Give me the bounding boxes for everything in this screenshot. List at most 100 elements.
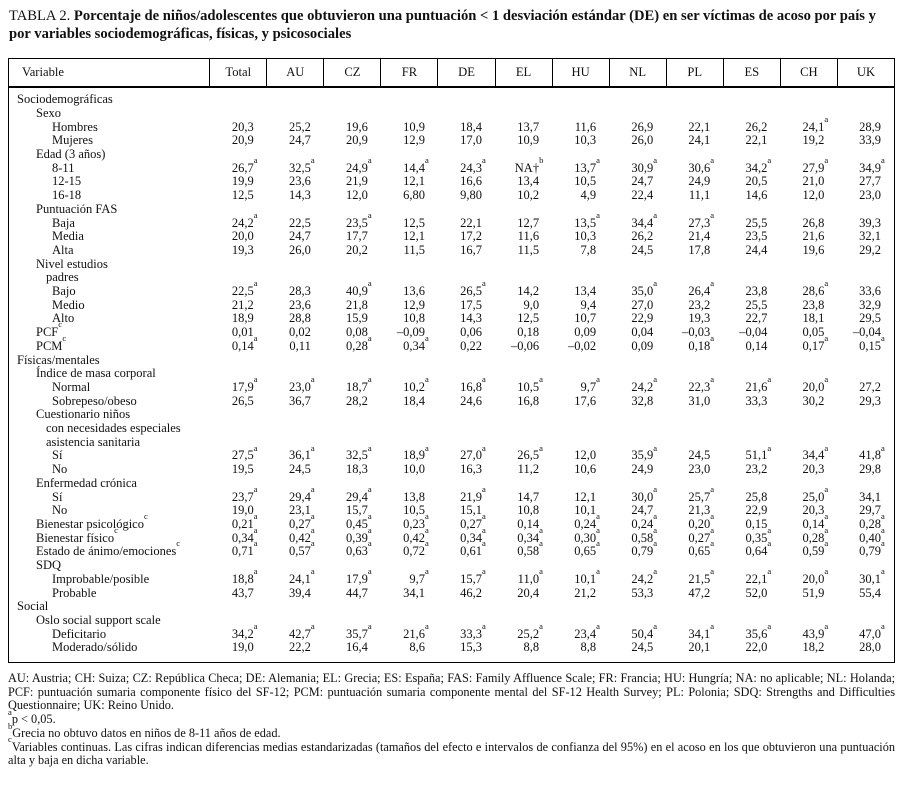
- row-label: con necesidades especiales: [46, 421, 181, 436]
- data-cell: 21,9: [346, 174, 368, 189]
- data-cell: 0,06: [460, 325, 483, 340]
- data-cell: 34,1a: [688, 620, 715, 641]
- data-cell: 18,7a: [346, 374, 372, 394]
- data-cell: 26,0: [288, 242, 311, 257]
- data-cell: 20,9: [231, 133, 254, 148]
- data-cell: [666, 600, 723, 614]
- data-cell: 26,0: [631, 133, 654, 148]
- data-cell: 22,3a: [688, 374, 715, 394]
- data-cell: [780, 107, 837, 121]
- table-row: Medio 21,2 23,6 21,8 12,9 17,5 9,0 9,4 27,0 23,2 2…: [9, 298, 895, 313]
- data-cell: [495, 258, 552, 272]
- data-cell: 34,4a: [631, 209, 658, 230]
- data-cell: [780, 271, 837, 285]
- data-cell: 16,6: [460, 174, 483, 189]
- data-cell: [780, 354, 837, 368]
- data-cell: 11,6: [517, 229, 540, 244]
- row-label: Bienestar psicológicoc: [36, 511, 148, 531]
- data-cell: [324, 614, 381, 628]
- data-cell: 20,3: [231, 119, 254, 134]
- data-cell: 17,9a: [346, 565, 372, 586]
- data-cell: 22,0: [745, 640, 768, 655]
- data-cell: 13,4: [574, 284, 597, 299]
- data-cell: [609, 258, 666, 272]
- data-cell: 0,34a: [517, 524, 543, 545]
- data-cell: 33,6: [859, 284, 881, 299]
- data-cell: [438, 354, 495, 368]
- data-cell: 0,27a: [688, 524, 715, 545]
- data-cell: [210, 87, 267, 107]
- data-cell: 15,7: [346, 503, 368, 518]
- data-cell: 18,3: [346, 462, 368, 477]
- data-cell: [780, 436, 837, 450]
- table-row: Edad (3 años): [9, 147, 895, 162]
- data-cell: 27,2: [859, 379, 881, 394]
- data-cell: 0,20a: [688, 511, 715, 531]
- data-cell: 18,4: [460, 119, 483, 134]
- row-label: 16-18: [52, 188, 82, 203]
- data-cell: 23,5: [745, 229, 768, 244]
- row-label: SDQ: [36, 558, 62, 573]
- data-cell: 35,0a: [631, 278, 658, 299]
- table-row: Sexo: [9, 106, 895, 121]
- data-cell: 32,5a: [346, 442, 372, 463]
- data-cell: [552, 614, 609, 628]
- footnote-a: ap < 0,05.: [8, 706, 56, 727]
- data-cell: 32,5a: [288, 154, 315, 175]
- table-row: Alto 18,9 28,8 15,9 10,8 14,3 12,5 10,7 22,9 19,3…: [9, 312, 895, 326]
- data-table: Variable Total AU CZ FR DE EL HU NL PL ES CH UK Soci…: [7, 58, 896, 664]
- data-cell: 10,5: [574, 174, 597, 189]
- data-cell: 23,4a: [574, 620, 600, 641]
- data-cell: 21,3: [688, 503, 711, 518]
- data-cell: 17,7: [346, 229, 368, 244]
- data-cell: [267, 559, 324, 573]
- data-cell: 0,15a: [859, 332, 885, 353]
- data-cell: 21,0: [802, 174, 825, 189]
- row-label: Media: [52, 229, 84, 244]
- data-cell: 10,2a: [403, 374, 429, 394]
- data-cell: 0,05: [802, 325, 825, 340]
- row-label: Estado de ánimo/emocionesc: [36, 538, 181, 559]
- data-cell: 0,35a: [745, 524, 772, 545]
- data-cell: [495, 148, 552, 162]
- data-cell: 10,9: [403, 119, 425, 134]
- row-label: Edad (3 años): [36, 147, 106, 161]
- data-cell: [381, 271, 438, 285]
- data-cell: 25,7a: [688, 483, 715, 504]
- data-cell: 0,79a: [631, 538, 658, 559]
- data-cell: [324, 107, 381, 121]
- column-header-nl: NL: [608, 58, 667, 89]
- row-label: asistencia sanitaria: [46, 434, 141, 449]
- table-row: Oslo social support scale: [9, 613, 895, 628]
- data-cell: [267, 203, 324, 217]
- data-cell: [552, 148, 609, 162]
- data-cell: 26,2: [631, 229, 654, 244]
- table-row: Cuestionario niños: [9, 408, 895, 422]
- table-row: Sociodemográficas: [9, 87, 895, 107]
- data-cell: 26,7a: [231, 154, 258, 175]
- data-cell: [381, 614, 438, 628]
- table-row: Media 20,0 24,7 17,7 12,1 17,2 11,6 10,3 26,2 21,…: [9, 230, 895, 244]
- row-label: 8-11: [52, 160, 75, 175]
- data-cell: 24,6: [460, 393, 483, 408]
- data-cell: [552, 408, 609, 422]
- data-cell: 24,9: [688, 174, 711, 189]
- data-cell: [210, 436, 267, 450]
- data-cell: [495, 367, 552, 381]
- data-cell: 24,5: [631, 640, 654, 655]
- data-cell: [666, 148, 723, 162]
- row-label: Sí: [52, 448, 63, 463]
- row-label: Sí: [52, 489, 63, 504]
- data-cell: [780, 559, 837, 573]
- row-label: Improbable/posible: [52, 571, 150, 586]
- data-cell: 18,8a: [231, 565, 258, 586]
- data-cell: 20,4: [517, 585, 540, 600]
- data-cell: [552, 258, 609, 272]
- data-cell: 10,5: [403, 503, 425, 518]
- table-row: Mujeres 20,9 24,7 20,9 12,9 17,0 10,9 10,3 26,0 2…: [9, 134, 895, 148]
- row-label: Alta: [52, 242, 74, 257]
- page: { "title": { "label": "TABLA 2.", "text"…: [0, 8, 903, 787]
- data-cell: 17,9a: [231, 374, 258, 394]
- data-cell: –0,03: [682, 325, 711, 340]
- data-cell: 24,5: [631, 242, 654, 257]
